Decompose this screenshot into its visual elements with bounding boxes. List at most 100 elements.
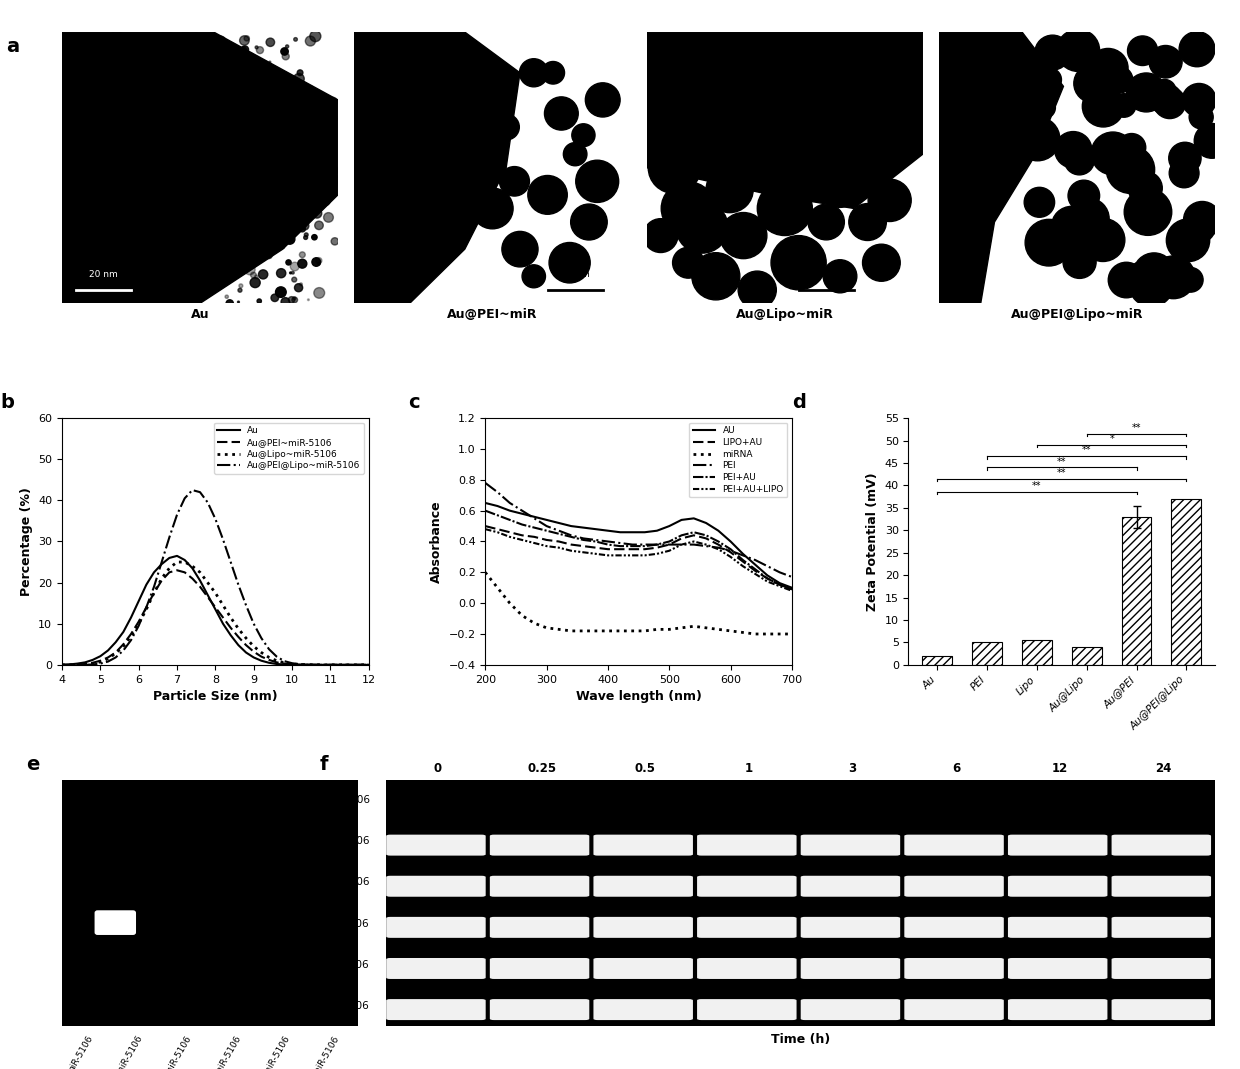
- Circle shape: [131, 128, 134, 130]
- AU: [675, 513, 689, 526]
- Circle shape: [133, 135, 143, 145]
- Bar: [972, 641, 1002, 665]
- X-axis label: Time (h): Time (h): [771, 1033, 831, 1047]
- LIPO+AU: [760, 572, 775, 585]
- FancyBboxPatch shape: [94, 911, 136, 935]
- Circle shape: [758, 182, 812, 235]
- Text: 24: 24: [1156, 761, 1172, 775]
- Circle shape: [219, 183, 227, 190]
- Bar: [1172, 499, 1202, 665]
- Circle shape: [174, 44, 180, 49]
- Text: miR-5106: miR-5106: [320, 795, 370, 805]
- Circle shape: [884, 129, 906, 152]
- Circle shape: [275, 286, 286, 297]
- Circle shape: [95, 258, 102, 263]
- miRNA: [502, 597, 517, 609]
- Circle shape: [274, 204, 279, 208]
- Circle shape: [108, 197, 113, 202]
- FancyBboxPatch shape: [594, 917, 693, 938]
- Circle shape: [1106, 145, 1154, 193]
- PEI: [613, 537, 627, 549]
- LIPO+AU: [698, 532, 713, 545]
- Text: 20 nm: 20 nm: [1146, 270, 1174, 279]
- Circle shape: [823, 260, 857, 293]
- PEI+AU: [625, 540, 640, 553]
- Circle shape: [93, 211, 95, 213]
- Circle shape: [330, 182, 334, 186]
- LIPO+AU: [575, 540, 590, 553]
- Circle shape: [317, 262, 320, 265]
- Circle shape: [1130, 261, 1156, 288]
- LIPO+AU: [773, 578, 787, 591]
- Circle shape: [1133, 253, 1174, 294]
- Circle shape: [201, 245, 211, 254]
- miRNA: [760, 628, 775, 640]
- Circle shape: [305, 215, 308, 217]
- AU: [711, 524, 725, 537]
- Circle shape: [74, 235, 82, 243]
- PEI: [723, 544, 738, 557]
- Circle shape: [291, 108, 295, 112]
- Circle shape: [185, 46, 191, 52]
- miRNA: [564, 624, 579, 637]
- PEI: [600, 536, 615, 548]
- Circle shape: [133, 107, 139, 112]
- Circle shape: [64, 110, 74, 120]
- AU: [625, 526, 640, 539]
- Circle shape: [68, 298, 73, 303]
- Circle shape: [1115, 264, 1138, 288]
- Circle shape: [151, 299, 154, 303]
- Text: Au@PEI~miR-5106: Au@PEI~miR-5106: [272, 918, 370, 929]
- PEI: [785, 571, 800, 584]
- PEI+AU: [735, 554, 750, 567]
- LIPO+AU: [650, 541, 665, 554]
- Circle shape: [175, 185, 177, 188]
- Circle shape: [143, 140, 150, 146]
- Circle shape: [231, 161, 241, 171]
- Circle shape: [254, 275, 258, 279]
- Circle shape: [103, 183, 108, 187]
- Circle shape: [267, 235, 275, 244]
- LIPO+AU: [711, 538, 725, 551]
- FancyBboxPatch shape: [697, 917, 796, 938]
- Line: PEI+AU: PEI+AU: [485, 511, 792, 589]
- Circle shape: [281, 246, 284, 248]
- LIPO+AU: [564, 538, 579, 551]
- AU: [490, 499, 505, 512]
- PEI+AU+LIPO: [552, 541, 567, 554]
- Circle shape: [104, 48, 113, 57]
- Circle shape: [259, 105, 270, 115]
- Text: c: c: [408, 393, 420, 413]
- Circle shape: [74, 233, 82, 239]
- Circle shape: [300, 222, 309, 230]
- FancyBboxPatch shape: [904, 835, 1004, 855]
- Text: 0: 0: [434, 761, 443, 775]
- Circle shape: [312, 208, 321, 218]
- FancyBboxPatch shape: [386, 835, 486, 855]
- Circle shape: [330, 175, 340, 184]
- Circle shape: [849, 203, 887, 241]
- PEI+AU+LIPO: [527, 537, 542, 549]
- PEI+AU: [490, 509, 505, 522]
- Circle shape: [72, 219, 82, 230]
- LIPO+AU: [748, 564, 763, 577]
- Circle shape: [99, 221, 103, 224]
- Circle shape: [1151, 83, 1182, 115]
- Line: LIPO+AU: LIPO+AU: [485, 526, 792, 589]
- Circle shape: [162, 30, 172, 38]
- Circle shape: [176, 80, 180, 84]
- Circle shape: [471, 188, 513, 229]
- AU: [748, 558, 763, 571]
- Circle shape: [123, 166, 128, 172]
- Circle shape: [299, 226, 305, 232]
- Circle shape: [334, 117, 337, 121]
- Circle shape: [300, 92, 310, 102]
- Circle shape: [224, 60, 229, 65]
- Circle shape: [244, 264, 255, 275]
- PEI+AU+LIPO: [785, 585, 800, 598]
- Circle shape: [585, 82, 620, 117]
- Text: f: f: [320, 755, 329, 774]
- Circle shape: [156, 149, 161, 153]
- Circle shape: [720, 213, 766, 259]
- Circle shape: [122, 59, 133, 69]
